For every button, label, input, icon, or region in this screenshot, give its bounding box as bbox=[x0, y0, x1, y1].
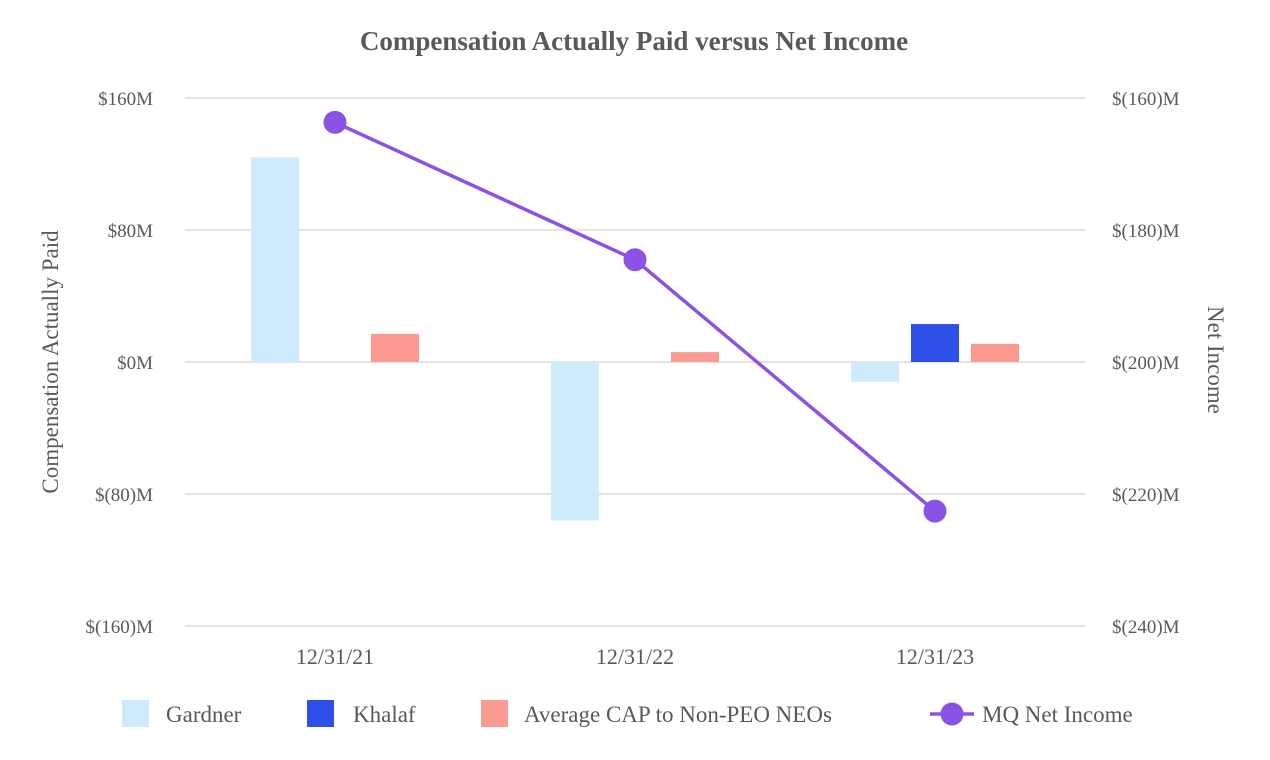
bar-gardner bbox=[551, 362, 599, 521]
legend-swatch bbox=[481, 700, 508, 727]
legend-swatch bbox=[307, 700, 334, 727]
x-axis-ticks: 12/31/21 12/31/22 12/31/23 bbox=[296, 644, 974, 669]
legend-marker bbox=[940, 702, 964, 726]
right-tick-label: $(180)M bbox=[1112, 221, 1180, 242]
left-tick-label: $(80)M bbox=[95, 485, 153, 506]
legend-label: MQ Net Income bbox=[982, 702, 1133, 727]
line-series bbox=[323, 110, 947, 523]
left-tick-label: $160M bbox=[98, 89, 153, 110]
legend-label: Gardner bbox=[166, 702, 242, 727]
x-tick-label: 12/31/22 bbox=[596, 644, 674, 669]
right-tick-label: $(160)M bbox=[1112, 89, 1180, 110]
right-axis-ticks: $(160)M $(180)M $(200)M $(220)M $(240)M bbox=[1112, 89, 1180, 638]
right-axis-label: Net Income bbox=[1203, 306, 1228, 414]
legend-label: Khalaf bbox=[353, 702, 416, 727]
left-tick-label: $(160)M bbox=[85, 617, 153, 638]
net-income-line bbox=[334, 120, 937, 513]
bar-marks bbox=[251, 157, 1019, 521]
gridlines bbox=[185, 97, 1085, 627]
right-tick-label: $(200)M bbox=[1112, 353, 1180, 374]
x-tick-label: 12/31/23 bbox=[896, 644, 974, 669]
legend-label: Average CAP to Non-PEO NEOs bbox=[524, 702, 832, 727]
bar-average-cap-to-non-peo-neos bbox=[371, 333, 419, 362]
chart-title: Compensation Actually Paid versus Net In… bbox=[360, 26, 908, 56]
bar-gardner bbox=[251, 157, 299, 362]
left-tick-label: $0M bbox=[117, 353, 153, 374]
net-income-point bbox=[623, 248, 647, 272]
legend: Gardner Khalaf Average CAP to Non-PEO NEOs… bbox=[122, 700, 1133, 727]
bar-gardner bbox=[851, 362, 899, 382]
left-axis-ticks: $160M $80M $0M $(80)M $(160)M bbox=[85, 89, 153, 638]
net-income-point bbox=[923, 499, 947, 523]
left-tick-label: $80M bbox=[108, 221, 154, 242]
left-axis-label: Compensation Actually Paid bbox=[38, 230, 63, 494]
bar-khalaf bbox=[911, 324, 959, 362]
net-income-point bbox=[323, 110, 347, 134]
right-tick-label: $(240)M bbox=[1112, 617, 1180, 638]
bar-average-cap-to-non-peo-neos bbox=[971, 343, 1019, 362]
x-tick-label: 12/31/21 bbox=[296, 644, 374, 669]
right-tick-label: $(220)M bbox=[1112, 485, 1180, 506]
bar-average-cap-to-non-peo-neos bbox=[671, 352, 719, 362]
legend-swatch bbox=[122, 700, 149, 727]
